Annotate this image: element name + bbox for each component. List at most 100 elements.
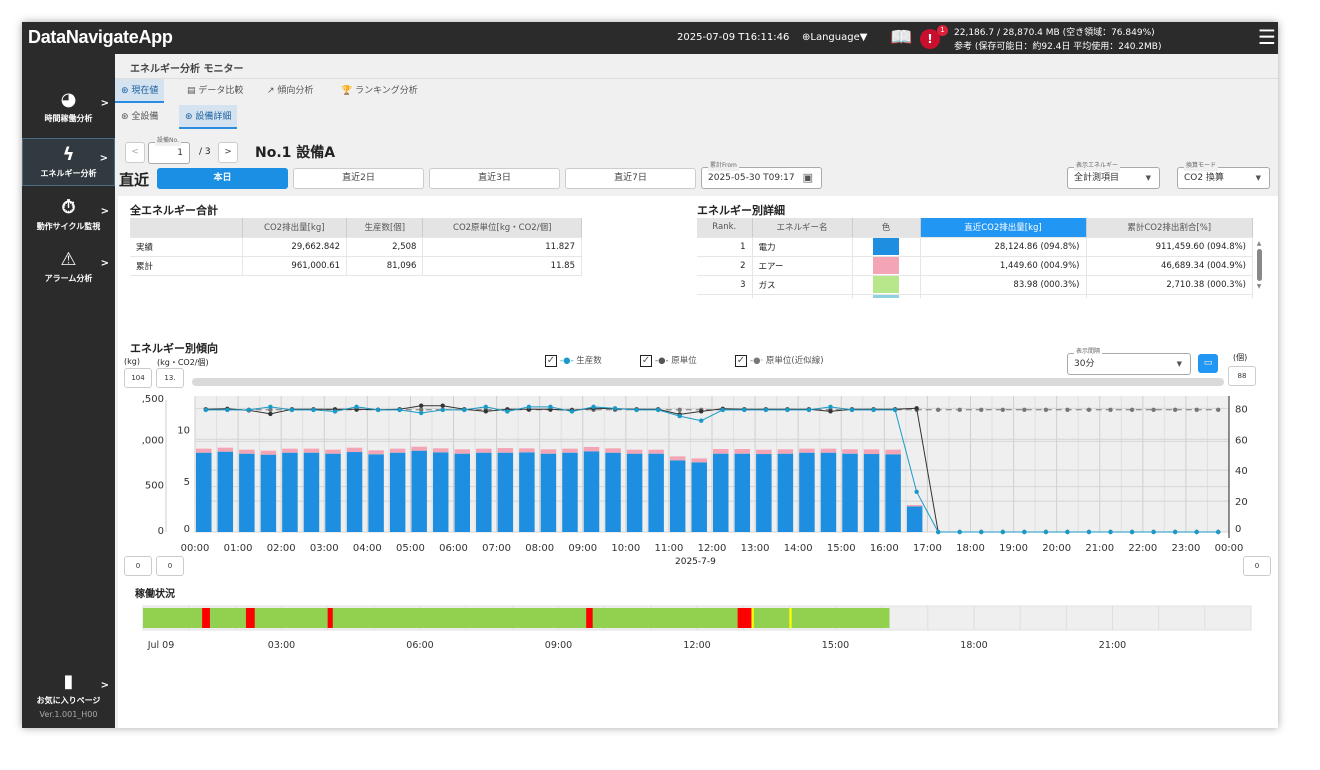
line-point [1108, 407, 1113, 413]
alert-icon[interactable]: ! [920, 29, 940, 49]
tab-data-compare[interactable]: ▤ データ比較 [181, 79, 249, 103]
col-header-sorted[interactable]: 直近CO2排出量[kg] [920, 218, 1087, 238]
language-menu[interactable]: ⊕Language▼ [802, 32, 867, 43]
line-point [1043, 407, 1049, 413]
bar-electric [239, 453, 255, 532]
line-point [699, 409, 704, 414]
subtab-equipment-detail[interactable]: ⊛ 設備詳細 [179, 105, 238, 129]
energy-select[interactable]: 表示エネルギー 全計測項目 ▼ [1067, 161, 1160, 189]
mid-axis-min-input[interactable]: 0 [156, 556, 184, 576]
bar-air [411, 446, 427, 451]
hamburger-menu-icon[interactable]: ☰ [1258, 25, 1276, 49]
bar-air [863, 449, 880, 455]
table-row[interactable]: 1 電力 28,124.86 (094.8%) 911,459.60 (094.8%) [697, 237, 1253, 257]
mid-axis-max-input[interactable]: 13. [156, 368, 184, 388]
timeline-segment-run [143, 608, 890, 628]
right-axis-max-input[interactable]: 88 [1228, 366, 1256, 386]
line-point [1065, 529, 1070, 535]
line-point [1022, 407, 1027, 413]
line-point [268, 404, 273, 410]
search-chart-icon: ⊛ [185, 112, 196, 122]
bar-air [691, 458, 707, 463]
globe-icon: ⊕ [802, 32, 811, 43]
line-point [979, 529, 984, 535]
bar-electric [691, 462, 707, 532]
table-row[interactable]: 2 エアー 1,449.60 (004.9%) 46,689.34 (004.9%) [697, 256, 1253, 276]
conversion-mode-select[interactable]: 換算モード CO2 換算 ▼ [1177, 161, 1270, 189]
checkbox-checked[interactable]: ✓ [545, 354, 557, 367]
sidebar-item-cycle[interactable]: ⏱ 動作サイクル監視 > [22, 192, 115, 240]
scrollbar-thumb[interactable] [1256, 249, 1262, 281]
tab-trend[interactable]: ↗ 傾向分析 [261, 79, 319, 103]
right-axis-min-input[interactable]: 0 [1243, 556, 1271, 576]
period-3days-button[interactable]: 直近3日 [429, 168, 560, 189]
line-point [742, 407, 747, 413]
timeline-tick-label: 18:00 [960, 640, 987, 651]
line-point [1194, 529, 1199, 535]
period-2days-button[interactable]: 直近2日 [293, 168, 424, 189]
sidebar-item-time-operation[interactable]: ◕ 時間稼働分析 > [22, 84, 115, 132]
tab-current-value[interactable]: ⊛ 現在値 [115, 79, 165, 103]
period-7days-button[interactable]: 直近7日 [565, 168, 696, 189]
equipment-total: / 3 [199, 147, 211, 157]
left-axis-min-input[interactable]: 0 [124, 556, 152, 576]
x-axis-tick-label: 16:00 [870, 543, 899, 554]
bar-air [734, 449, 751, 454]
range-slider[interactable] [192, 378, 1224, 386]
line-point [246, 407, 252, 413]
equipment-no-input[interactable]: 設備No. 1 [148, 136, 190, 164]
legend-unit[interactable]: ✓ -●- 原単位 [640, 354, 697, 367]
line-point [203, 407, 208, 413]
line-point [957, 407, 962, 413]
ruler-button[interactable]: ▭ [1198, 354, 1218, 373]
line-point [1022, 529, 1027, 535]
prev-equipment-button[interactable]: < [125, 142, 145, 163]
bar-air [583, 446, 600, 452]
period-today-button[interactable]: 本日 [157, 168, 288, 189]
col-header[interactable]: 累計CO2排出割合[%] [1086, 218, 1253, 238]
detail-scrollbar[interactable]: ▲ ▼ [1256, 240, 1262, 290]
operation-title: 稼働状況 [135, 589, 175, 600]
table-header: CO2排出量[kg] 生産数[個] CO2原単位[kg・CO2/個] [130, 218, 582, 238]
checkbox-checked[interactable]: ✓ [640, 354, 652, 367]
main-content: エネルギー分析 モニター ⊛ 現在値 ▤ データ比較 ↗ 傾向分析 🏆 ランキン… [115, 54, 1278, 728]
table-row[interactable]: 4 [697, 294, 1253, 298]
pie-chart-icon: ◕ [60, 89, 77, 110]
timeline-tick-label: 09:00 [545, 640, 572, 651]
favorites-button[interactable]: ▮ お気に入りページ > [22, 666, 115, 714]
dropdown-arrow-icon: ▼ [1145, 174, 1151, 182]
legend-unit-approx[interactable]: ✓ -●· 原単位(近似線) [735, 354, 824, 367]
bar-air [346, 447, 363, 453]
bar-air [669, 456, 686, 461]
chevron-right-icon: > [100, 206, 109, 217]
legend-production[interactable]: ✓ -●- 生産数 [545, 354, 602, 367]
app-logo: DataNavigateApp [28, 27, 173, 47]
line-point [397, 407, 402, 413]
subtab-all-equipment[interactable]: ⊛ 全設備 [115, 105, 164, 129]
stopwatch-icon: ⏱ [61, 197, 76, 218]
tab-ranking[interactable]: 🏆 ランキング分析 [335, 79, 424, 103]
bar-air [325, 449, 341, 454]
checkbox-checked[interactable]: ✓ [735, 354, 747, 367]
x-axis-tick-label: 03:00 [310, 543, 339, 554]
cell-rank: 1 [697, 237, 753, 257]
sidebar-item-alarm[interactable]: ⚠ アラーム分析 > [22, 244, 115, 292]
line-point [612, 406, 618, 411]
next-equipment-button[interactable]: > [218, 142, 238, 163]
left-axis-max-input[interactable]: 104 [124, 368, 152, 388]
timeline-segment-stop [202, 608, 210, 628]
cumulative-from-field[interactable]: 累計From 2025-05-30 T09:17 ▣ [701, 161, 822, 189]
interval-select[interactable]: 表示間隔 30分 ▼ [1067, 347, 1191, 375]
cell-energy-name: エアー [752, 256, 853, 276]
bar-electric [260, 454, 277, 532]
manual-book-icon[interactable]: 📖 [890, 27, 913, 48]
timeline-tick-label: 12:00 [683, 640, 710, 651]
bar-electric [432, 452, 449, 532]
table-row[interactable]: 3 ガス 83.98 (000.3%) 2,710.38 (000.3%) [697, 275, 1253, 295]
timeline-segment-stop [586, 608, 593, 628]
line-point [871, 407, 876, 413]
sidebar-item-energy[interactable]: ϟ エネルギー分析 > [22, 138, 115, 186]
tab-label: 傾向分析 [277, 86, 314, 96]
bar-electric [734, 453, 751, 532]
bar-electric [368, 454, 384, 532]
